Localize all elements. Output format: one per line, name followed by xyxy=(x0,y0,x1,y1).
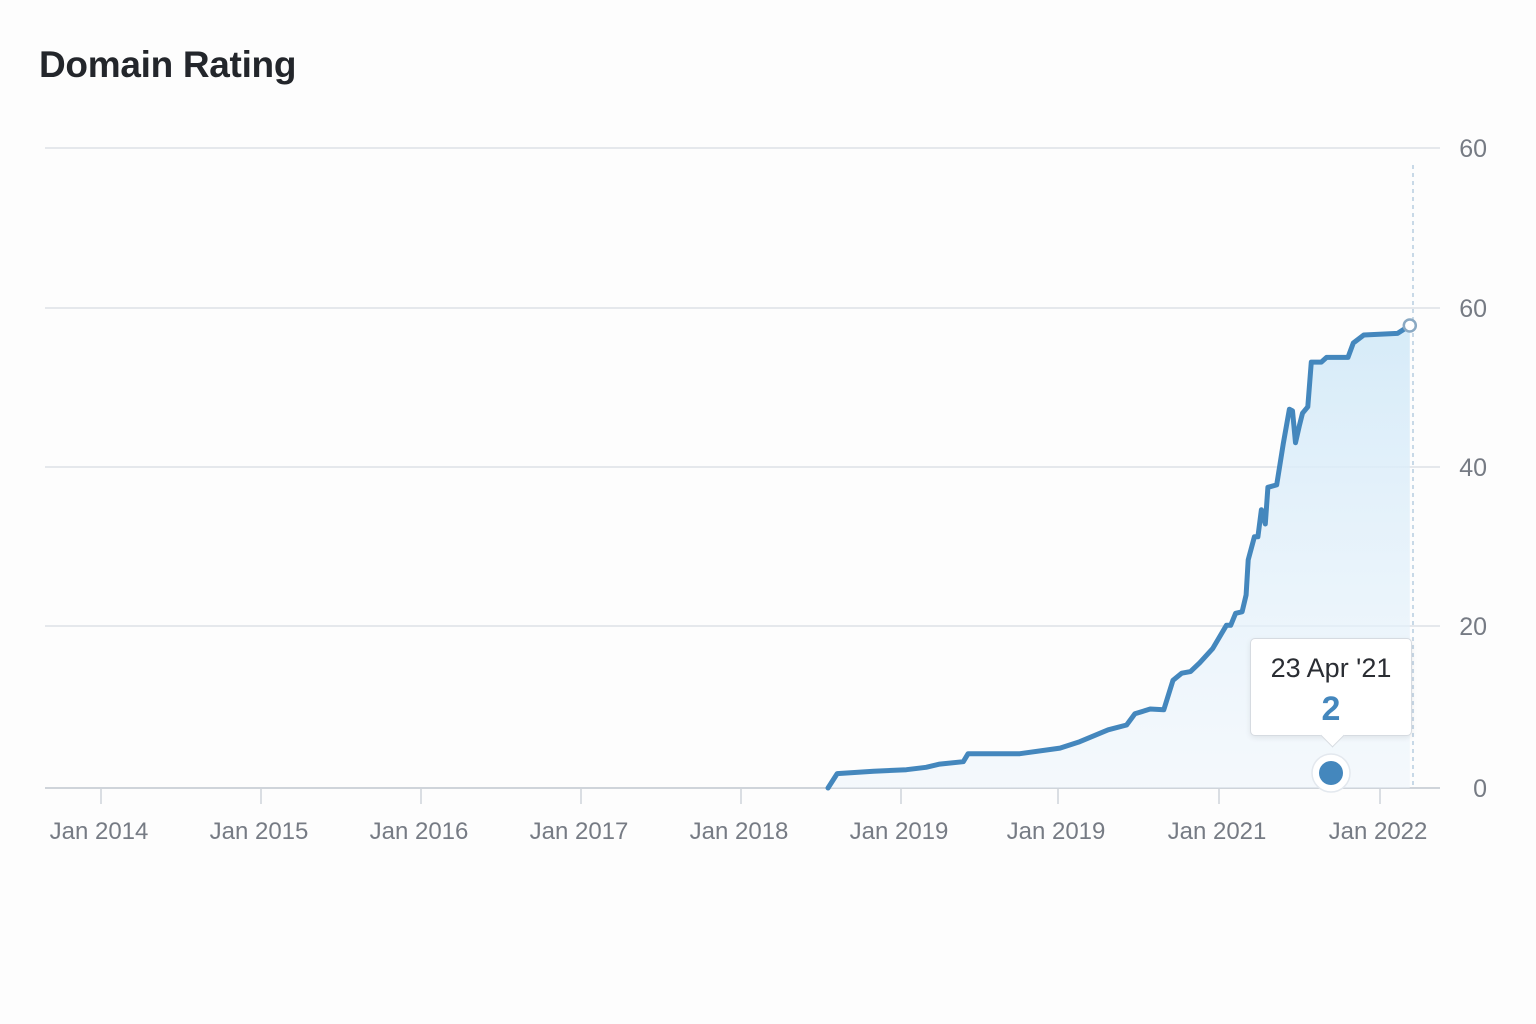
x-tick-label: Jan 2018 xyxy=(690,818,789,845)
x-tick-label: Jan 2022 xyxy=(1329,818,1428,845)
x-axis: Jan 2014 Jan 2015 Jan 2016 Jan 2017 Jan 2018… xyxy=(50,788,1428,845)
x-tick-label: Jan 2015 xyxy=(210,818,309,845)
y-tick-label: 60 xyxy=(1459,295,1487,323)
y-tick-label: 40 xyxy=(1459,454,1487,482)
highlighted-point xyxy=(1319,761,1343,785)
x-tick-label: Jan 2016 xyxy=(370,818,469,845)
y-tick-label: 20 xyxy=(1459,613,1487,641)
y-axis: 0 20 40 60 60 xyxy=(1459,135,1487,803)
x-tick-label: Jan 2021 xyxy=(1168,818,1267,845)
series-line xyxy=(825,323,1413,791)
y-tick-label: 60 xyxy=(1459,135,1487,163)
x-tick-label: Jan 2019 xyxy=(850,818,949,845)
x-tick-label: Jan 2014 xyxy=(50,818,149,845)
tooltip-value: 2 xyxy=(1321,690,1341,728)
hover-tooltip: 23 Apr '21 2 xyxy=(1250,638,1412,748)
series-end-point xyxy=(1402,318,1418,333)
chart-title: Domain Rating xyxy=(39,44,297,85)
x-tick-label: Jan 2019 xyxy=(1007,818,1106,845)
tooltip-date: 23 Apr '21 xyxy=(1270,653,1392,683)
y-tick-label: 0 xyxy=(1473,775,1487,803)
x-tick-label: Jan 2017 xyxy=(530,818,629,845)
